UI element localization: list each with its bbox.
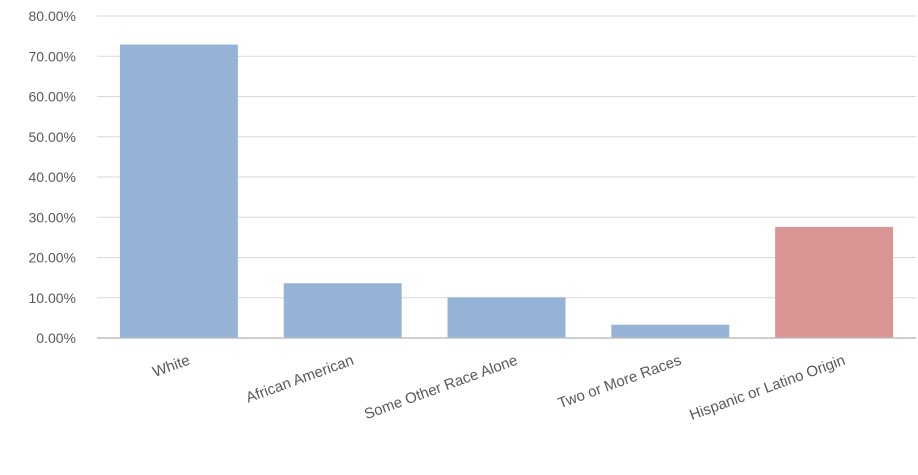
x-axis-labels: White African American Some Other Race Alo… [150, 352, 847, 424]
x-tick-label: African American [244, 352, 356, 407]
y-tick-label: 30.00% [29, 209, 76, 225]
y-tick-label: 0.00% [36, 330, 76, 346]
y-axis-labels: 0.00% 10.00% 20.00% 30.00% 40.00% 50.00% 60.00… [29, 8, 76, 346]
bar-hispanic-or-latino-origin [775, 226, 894, 338]
bar-some-other-race-alone [447, 297, 566, 338]
y-tick-label: 70.00% [29, 48, 76, 64]
x-tick-label: Some Other Race Alone [362, 352, 520, 423]
bar-two-or-more-races [611, 324, 730, 338]
y-tick-label: 60.00% [29, 89, 76, 105]
bars [119, 44, 894, 338]
bar-white [119, 44, 238, 338]
x-tick-label: Hispanic or Latino Origin [687, 352, 847, 424]
y-tick-label: 10.00% [29, 290, 76, 306]
y-tick-label: 20.00% [29, 250, 76, 266]
y-tick-label: 80.00% [29, 8, 76, 24]
y-tick-label: 50.00% [29, 129, 76, 145]
y-tick-label: 40.00% [29, 169, 76, 185]
x-tick-label: Two or More Races [556, 352, 684, 412]
bar-african-american [283, 283, 402, 338]
x-tick-label: White [150, 352, 192, 381]
